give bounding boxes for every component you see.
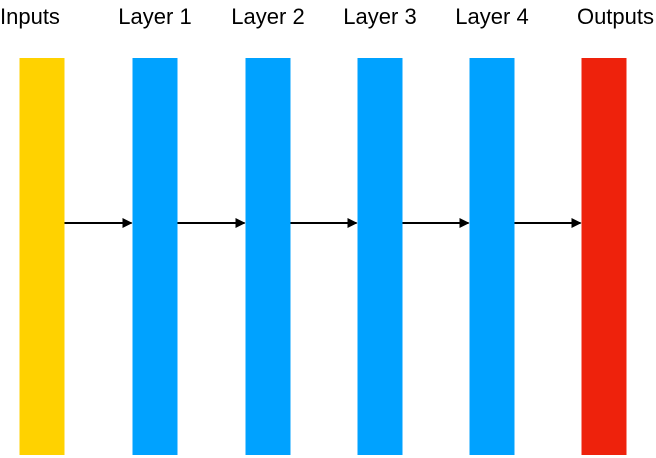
stage-label-layer-2: Layer 2 xyxy=(231,4,304,29)
stage-bar-layer-1 xyxy=(132,58,178,455)
stage-label-layer-1: Layer 1 xyxy=(118,4,191,29)
stage-labels: Inputs Layer 1 Layer 2 Layer 3 Layer 4 Output… xyxy=(0,4,654,29)
stage-bar-outputs xyxy=(581,58,627,455)
stage-label-layer-4: Layer 4 xyxy=(455,4,528,29)
stage-bar-layer-2 xyxy=(245,58,291,455)
stage-bar-layer-3 xyxy=(357,58,403,455)
stage-label-outputs: Outputs xyxy=(577,4,654,29)
stage-bars xyxy=(19,58,627,455)
stage-bar-inputs xyxy=(19,58,65,455)
stage-label-inputs: Inputs xyxy=(0,4,60,29)
stage-bar-layer-4 xyxy=(469,58,515,455)
stage-label-layer-3: Layer 3 xyxy=(343,4,416,29)
